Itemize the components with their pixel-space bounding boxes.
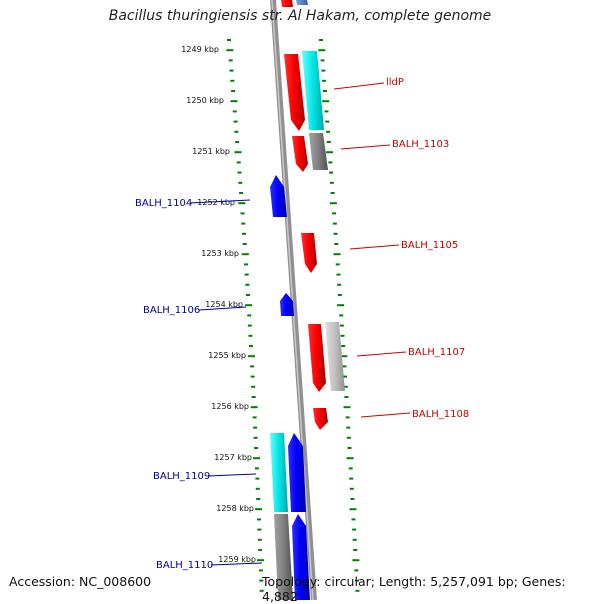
leader-line	[189, 199, 251, 204]
balh-1110-gene[interactable]	[292, 514, 310, 600]
tick-label: 1259 kbp	[218, 555, 256, 564]
leader-line	[340, 144, 391, 150]
leader-line	[349, 244, 400, 250]
cyan-feature[interactable]	[302, 51, 324, 130]
tick-label: 1250 kbp	[186, 96, 224, 105]
tick-label: 1251 kbp	[192, 147, 230, 156]
gene-label-balh-1104[interactable]: BALH_1104	[135, 198, 192, 209]
balh-1104-gene[interactable]	[270, 175, 287, 217]
leader-line	[360, 412, 411, 418]
leader-line	[356, 351, 407, 357]
gene-label-balh-1107[interactable]: BALH_1107	[408, 347, 465, 358]
genome-backbone-highlight	[271, 0, 314, 600]
gene-label-balh-1103[interactable]: BALH_1103	[392, 139, 449, 150]
tick-label: 1256 kbp	[211, 402, 249, 411]
accession-text: Accession: NC_008600	[9, 574, 152, 589]
gene-feature[interactable]	[281, 0, 293, 7]
gene-label-balh-1106[interactable]: BALH_1106	[143, 305, 200, 316]
gray-feature[interactable]	[274, 514, 293, 600]
gene-label-balh-1109[interactable]: BALH_1109	[153, 471, 210, 482]
balh-1109-gene[interactable]	[288, 433, 306, 512]
gene-label-balh-1108[interactable]: BALH_1108	[412, 409, 469, 420]
balh-1105-gene[interactable]	[301, 233, 317, 273]
lldP-gene[interactable]	[284, 54, 305, 131]
tick-label: 1255 kbp	[208, 351, 246, 360]
genome-backbone	[270, 0, 317, 600]
gene-label-lldP[interactable]: lldP	[386, 77, 404, 88]
tick-label: 1253 kbp	[201, 249, 239, 258]
cyan-feature[interactable]	[270, 433, 288, 512]
tick-label: 1252 kbp	[197, 198, 235, 207]
tick-label: 1249 kbp	[181, 45, 219, 54]
gray-feature[interactable]	[309, 133, 328, 170]
light-gray-feature[interactable]	[325, 322, 345, 391]
balh-1107-gene[interactable]	[308, 324, 326, 392]
gene-label-balh-1105[interactable]: BALH_1105	[401, 240, 458, 251]
right-tick-ring	[318, 39, 360, 592]
gene-feature[interactable]	[296, 0, 308, 5]
leader-line	[207, 473, 257, 477]
left-tick-ring	[226, 39, 265, 592]
gene-label-balh-1110[interactable]: BALH_1110	[156, 560, 213, 571]
leader-line	[210, 562, 263, 566]
leader-line	[333, 82, 385, 90]
balh-1103-gene[interactable]	[292, 136, 308, 172]
tick-label: 1254 kbp	[205, 300, 243, 309]
balh-1106-gene[interactable]	[280, 293, 294, 316]
tick-label: 1258 kbp	[216, 504, 254, 513]
balh-1108-gene[interactable]	[313, 408, 328, 430]
map-title: Bacillus thuringiensis str. Al Hakam, co…	[108, 8, 492, 24]
tick-label: 1257 kbp	[214, 453, 252, 462]
leader-line	[198, 306, 247, 311]
